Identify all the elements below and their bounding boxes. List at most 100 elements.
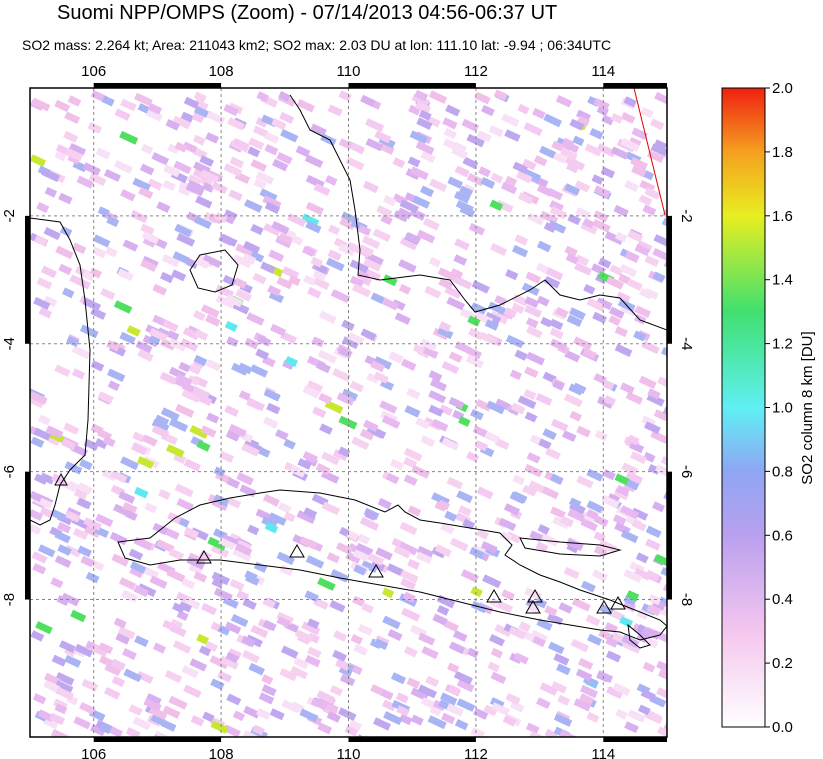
so2-pixel [551, 681, 568, 694]
so2-pixel [325, 257, 345, 272]
so2-pixel [627, 434, 640, 446]
so2-pixel [585, 508, 599, 520]
so2-pixel [149, 575, 168, 589]
coastline-java [117, 489, 667, 641]
so2-pixel [213, 587, 233, 602]
so2-pixel [490, 671, 507, 685]
so2-pixel [268, 249, 285, 263]
so2-pixel [30, 509, 44, 521]
so2-pixel [553, 653, 570, 666]
so2-pixel [64, 654, 82, 668]
so2-pixel [515, 170, 533, 184]
so2-pixel [338, 90, 352, 102]
so2-pixel [174, 483, 194, 498]
so2-pixel [55, 672, 75, 686]
so2-pixel [596, 396, 614, 409]
so2-pixel [307, 286, 322, 299]
so2-pixel [575, 109, 591, 122]
so2-pixel [432, 613, 448, 626]
so2-pixel [344, 725, 359, 737]
so2-pixel [379, 400, 398, 414]
so2-pixel [128, 548, 144, 561]
so2-pixel [315, 361, 331, 374]
so2-pixel [98, 642, 114, 655]
frame-bar [603, 737, 667, 742]
so2-pixel [393, 545, 411, 559]
so2-pixel [508, 626, 527, 640]
so2-pixel [320, 451, 340, 466]
so2-pixel [436, 604, 450, 616]
so2-pixel [365, 118, 385, 132]
so2-pixel [405, 232, 422, 245]
so2-pixel [327, 104, 343, 117]
so2-pixel [243, 705, 261, 719]
so2-pixel [357, 623, 373, 636]
so2-pixel [383, 711, 403, 726]
so2-pixel [610, 146, 629, 160]
volcano [525, 600, 541, 614]
so2-pixel [279, 667, 298, 682]
so2-pixel [389, 458, 404, 471]
so2-pixel [171, 269, 187, 282]
so2-pixel [54, 99, 71, 113]
so2-pixel [64, 147, 84, 162]
so2-pixel [204, 641, 218, 653]
so2-pixel [158, 489, 171, 500]
so2-pixel [105, 246, 118, 258]
so2-pixel [644, 636, 659, 649]
so2-pixel [478, 166, 491, 178]
so2-pixel [458, 505, 472, 517]
so2-pixel [272, 158, 289, 172]
so2-pixel [403, 591, 416, 603]
so2-pixel [638, 375, 657, 389]
so2-pixel [614, 325, 628, 338]
so2-pixel [115, 632, 131, 645]
so2-pixel [415, 141, 435, 155]
so2-pixel [263, 388, 281, 402]
so2-pixel [604, 231, 624, 245]
so2-pixel [168, 695, 188, 710]
so2-pixel [271, 118, 287, 131]
so2-pixel [313, 183, 331, 197]
so2-pixel [586, 711, 600, 723]
so2-pixel [34, 235, 48, 247]
so2-pixel [631, 127, 648, 141]
so2-pixel [97, 206, 110, 217]
so2-pixel [319, 423, 333, 435]
so2-pixel [431, 546, 446, 559]
so2-pixel [576, 425, 591, 438]
so2-pixel [643, 451, 656, 463]
so2-pixel [236, 472, 254, 486]
so2-pixel [504, 129, 521, 142]
so2-pixel [76, 175, 94, 189]
so2-pixel [278, 232, 293, 245]
so2-pixel [329, 685, 343, 697]
so2-pixel [233, 277, 248, 289]
so2-pixel [448, 396, 465, 410]
volcano [610, 596, 626, 610]
so2-pixel [160, 338, 176, 351]
so2-pixel [276, 152, 293, 165]
so2-pixel [640, 689, 656, 702]
so2-pixel [293, 657, 309, 670]
so2-pixel [401, 607, 421, 622]
so2-pixel [200, 169, 220, 184]
so2-pixel [174, 377, 192, 390]
so2-pixel [347, 332, 365, 346]
so2-pixel [442, 138, 458, 150]
so2-pixel [591, 569, 608, 582]
so2-pixel [624, 721, 639, 734]
so2-pixel [382, 195, 397, 207]
so2-pixel [490, 172, 504, 184]
so2-pixel [501, 589, 516, 601]
so2-pixel [199, 394, 213, 407]
so2-pixel [79, 458, 93, 471]
so2-pixel [500, 181, 518, 195]
so2-pixel [381, 415, 401, 429]
so2-pixel [362, 419, 379, 433]
so2-pixel [123, 668, 142, 683]
so2-pixel [634, 243, 651, 257]
so2-pixel [77, 545, 92, 558]
so2-pixel [469, 547, 485, 560]
